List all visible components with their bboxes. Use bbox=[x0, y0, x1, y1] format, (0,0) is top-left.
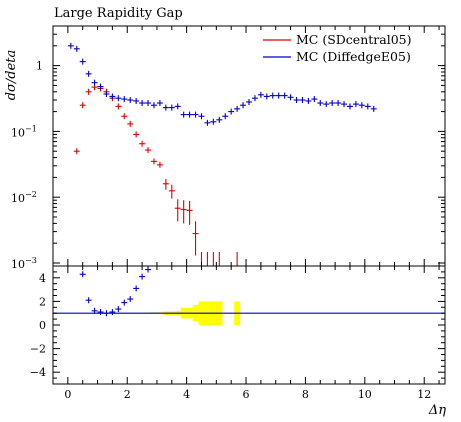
ratio-y-axis: 4 2 0 −2 −4 bbox=[30, 265, 445, 385]
y-tick-label: 1 bbox=[36, 60, 43, 73]
x-tick-label: 2 bbox=[124, 388, 131, 401]
series-mc-diffedgee05- bbox=[67, 42, 377, 126]
y-tick-label: 0 bbox=[39, 319, 46, 332]
x-tick-label: 0 bbox=[64, 388, 71, 401]
legend-label-sdcentral05: MC (SDcentral05) bbox=[296, 32, 411, 47]
x-axis-label: Δη bbox=[428, 403, 446, 418]
y-tick-label: −4 bbox=[30, 366, 46, 379]
y-tick-label: −2 bbox=[30, 343, 46, 356]
x-tick-label: 6 bbox=[243, 388, 250, 401]
x-tick-label: 8 bbox=[302, 388, 309, 401]
ratio-panel: 4 2 0 −2 −4 0 2 4 6 8 10 12 bbox=[30, 265, 446, 401]
y-tick-label: 4 bbox=[39, 272, 46, 285]
chart-title: Large Rapidity Gap bbox=[54, 6, 183, 21]
legend: MC (SDcentral05) MC (DiffedgeE05) bbox=[263, 32, 411, 64]
ratio-x-axis: 0 2 4 6 8 10 12 bbox=[64, 266, 440, 401]
main-panel: 110−110−210−3 bbox=[11, 25, 446, 271]
x-tick-label: 4 bbox=[183, 388, 190, 401]
x-tick-label: 12 bbox=[417, 388, 431, 401]
legend-label-diffedgee05: MC (DiffedgeE05) bbox=[296, 49, 411, 64]
main-x-axis bbox=[67, 26, 440, 266]
x-tick-label: 10 bbox=[358, 388, 372, 401]
y-tick-label: 2 bbox=[39, 295, 46, 308]
y-axis-label: dσ/deta bbox=[4, 50, 19, 101]
ratio-series-mc-diffedgee05- bbox=[79, 266, 151, 317]
